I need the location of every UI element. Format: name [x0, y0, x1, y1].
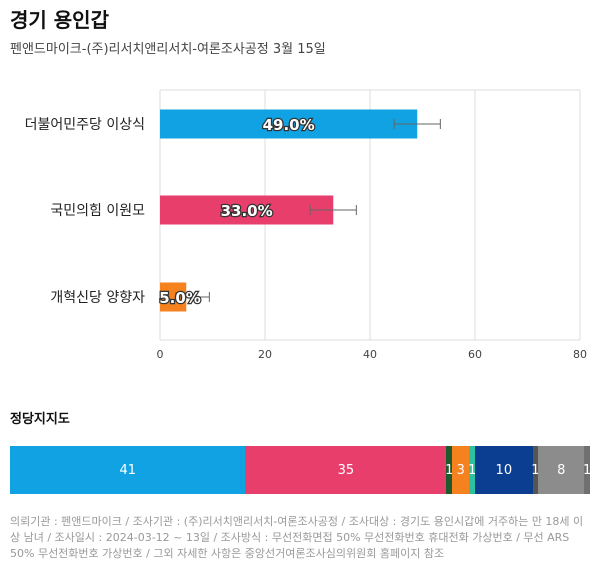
party-segment-label: 1 — [531, 462, 540, 478]
candidate-bar-chart: 0 20 40 60 80 더불어민주당 이상식 49.0% 국민의힘 이원모 33.0% 개혁신… — [25, 89, 587, 361]
x-tick-label: 40 — [363, 348, 377, 361]
party-segment: 1 — [445, 446, 454, 494]
survey-footnote: 의뢰기관 : 펜앤드마이크 / 조사기관 : (주)리서치앤리서치-여론조사공정… — [10, 515, 584, 560]
party-segment: 3 — [452, 446, 470, 494]
data-label: 33.0% — [221, 202, 273, 220]
category-label: 개혁신당 양향자 — [50, 290, 145, 306]
party-segment-label: 10 — [495, 462, 513, 478]
party-segment-label: 3 — [456, 462, 465, 478]
party-segment: 10 — [475, 446, 533, 494]
party-segment: 8 — [538, 446, 585, 494]
party-segment-label: 1 — [582, 462, 590, 478]
x-tick-label: 20 — [258, 348, 272, 361]
party-segment-label: 35 — [337, 462, 355, 478]
data-label: 49.0% — [263, 116, 315, 134]
party-segment: 35 — [245, 446, 447, 494]
x-tick-label: 0 — [157, 348, 164, 361]
bar — [160, 109, 418, 139]
category-label: 더불어민주당 이상식 — [25, 117, 145, 133]
bar — [160, 195, 334, 225]
party-segment: 1 — [468, 446, 477, 494]
category-label: 국민의힘 이원모 — [50, 203, 145, 219]
party-segment-label: 41 — [119, 462, 136, 478]
party-segment-label: 1 — [468, 462, 477, 478]
party-support-title: 정당지지도 — [10, 412, 70, 427]
party-support-stacked-bar: 41 35 1 3 1 10 1 8 1 — [10, 446, 590, 494]
party-segment: 1 — [582, 446, 590, 494]
x-tick-label: 60 — [468, 348, 482, 361]
party-segment-label: 8 — [557, 462, 566, 478]
data-label: 5.0% — [159, 289, 201, 307]
x-tick-label: 80 — [573, 348, 587, 361]
page-subtitle: 펜앤드마이크-(주)리서치앤리서치-여론조사공정 3월 15일 — [10, 42, 326, 57]
page-title: 경기 용인갑 — [10, 8, 109, 32]
party-segment: 1 — [531, 446, 540, 494]
party-segment: 41 — [10, 446, 246, 494]
party-segment-label: 1 — [445, 462, 454, 478]
